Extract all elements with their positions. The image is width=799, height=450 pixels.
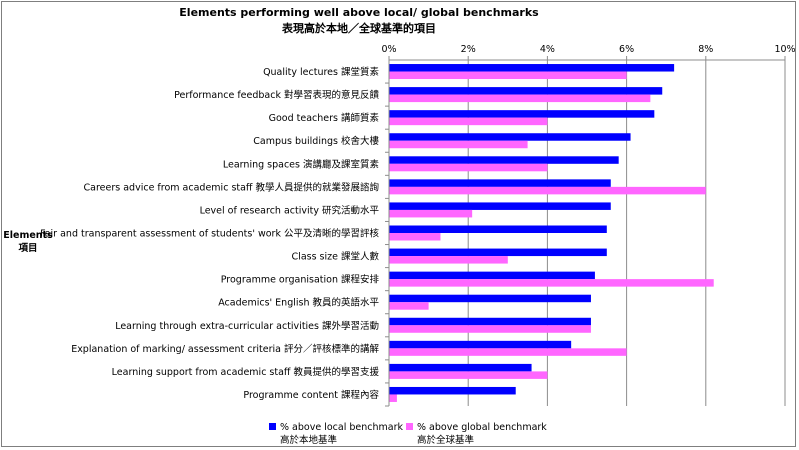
category-label: Careers advice from academic staff 教學人員提… xyxy=(84,181,379,193)
bar-local xyxy=(389,87,663,95)
bar-local xyxy=(389,133,631,141)
category-label: Quality lectures 課堂質素 xyxy=(263,66,379,78)
bar-global xyxy=(389,71,627,80)
legend-label-local: % above local benchmark xyxy=(280,422,403,433)
bar-global xyxy=(389,186,706,195)
x-tick-label: 8% xyxy=(698,44,713,55)
category-label: Good teachers 講師質素 xyxy=(269,112,380,124)
x-tick-label: 2% xyxy=(461,44,476,55)
category-label: Campus buildings 校舍大樓 xyxy=(253,135,379,147)
category-label: Programme content 課程內容 xyxy=(243,389,379,401)
legend-label-local-zh: 高於本地基準 xyxy=(280,434,338,446)
category-label: Learning support from academic staff 教員提… xyxy=(112,366,380,378)
category-label: Performance feedback 對學習表現的意見反饋 xyxy=(174,89,379,101)
y-axis-label: Elements xyxy=(3,230,53,241)
legend-label-global: % above global benchmark xyxy=(417,422,547,433)
bar-global xyxy=(389,117,548,126)
bar-global xyxy=(389,233,441,241)
x-tick-label: 10% xyxy=(774,44,795,55)
x-axis-ticks: 0% 2% 4% 6% 8% 10% xyxy=(381,44,796,61)
category-label: Class size 課堂人數 xyxy=(292,251,380,263)
legend: % above local benchmark 高於本地基準 % above g… xyxy=(269,422,547,446)
bar-local xyxy=(389,317,591,326)
bar-global xyxy=(389,94,651,103)
category-label: Programme organisation 課程安排 xyxy=(221,274,380,286)
bar-global xyxy=(389,325,591,333)
bar-local xyxy=(389,202,611,210)
bar-local xyxy=(389,64,675,72)
category-label: Explanation of marking/ assessment crite… xyxy=(71,343,379,355)
bar-local xyxy=(389,294,591,303)
bar-global xyxy=(389,302,429,310)
chart-subtitle: 表現高於本地／全球基準的項目 xyxy=(281,21,436,35)
bar-local xyxy=(389,179,611,187)
bar-local xyxy=(389,340,572,349)
category-label: Level of research activity 研究活動水平 xyxy=(200,204,380,216)
bar-global xyxy=(389,209,473,218)
bar-global xyxy=(389,256,508,264)
bar-local xyxy=(389,110,655,118)
category-label: Academics' English 教員的英語水平 xyxy=(218,297,379,309)
category-label: Fair and transparent assessment of stude… xyxy=(40,228,379,240)
bar-local xyxy=(389,225,607,233)
bar-global xyxy=(389,163,548,172)
chart-title: Elements performing well above local/ gl… xyxy=(179,6,539,19)
legend-swatch-global xyxy=(406,423,413,430)
bar-global xyxy=(389,371,548,379)
bar-local xyxy=(389,271,595,280)
category-labels: Quality lectures 課堂質素 Performance feedbac… xyxy=(40,66,389,407)
bar-global xyxy=(389,140,528,149)
y-axis-label-zh: 項目 xyxy=(18,243,37,254)
category-label: Learning spaces 演講廳及課室質素 xyxy=(223,158,380,170)
bar-global xyxy=(389,279,714,287)
x-tick-label: 0% xyxy=(381,44,396,55)
x-tick-label: 6% xyxy=(619,44,634,55)
legend-label-global-zh: 高於全球基準 xyxy=(417,434,475,446)
bar-local xyxy=(389,363,532,372)
legend-swatch-local xyxy=(269,423,276,430)
bars xyxy=(389,64,714,402)
bar-local xyxy=(389,156,619,164)
category-label: Learning through extra-curricular activi… xyxy=(115,320,379,332)
bar-global xyxy=(389,348,627,356)
bar-local xyxy=(389,248,607,257)
bar-global xyxy=(389,394,397,402)
bar-local xyxy=(389,386,516,395)
x-tick-label: 4% xyxy=(540,44,555,55)
